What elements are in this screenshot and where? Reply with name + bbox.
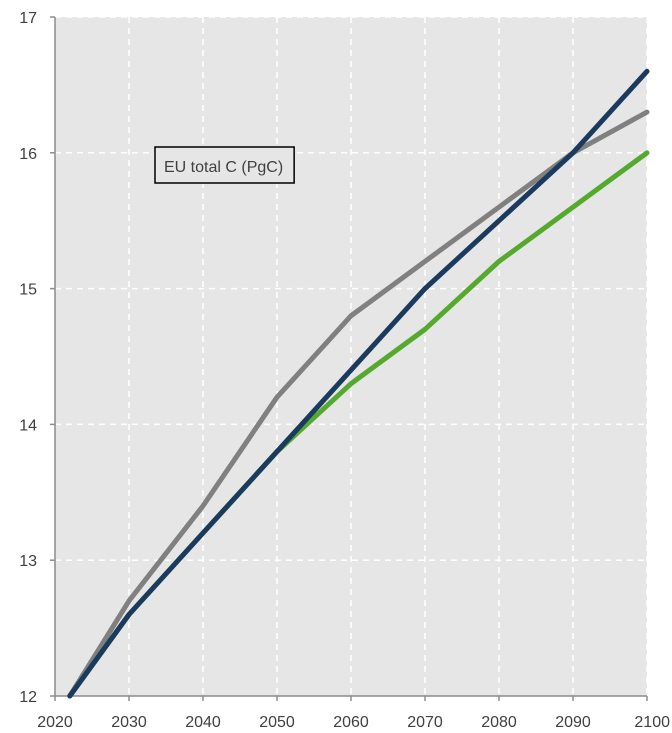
x-tick-label: 2040	[185, 714, 221, 731]
x-tick-label: 2050	[259, 714, 295, 731]
tick-labels: 12 13 14 15 16 17 2020 2030 2040 2050 2060 2070 2080…	[19, 10, 670, 731]
x-tick-label: 2070	[407, 714, 443, 731]
gridlines	[55, 16, 648, 696]
x-tick-label: 2060	[333, 714, 369, 731]
y-tick-label: 14	[19, 417, 37, 434]
y-tick-label: 12	[19, 689, 37, 706]
annotation-box: EU total C (PgC)	[154, 146, 295, 184]
y-tick-label: 13	[19, 553, 37, 570]
series-line-2	[67, 109, 650, 699]
annotation-frame	[154, 146, 295, 184]
y-tick-label: 16	[19, 146, 37, 163]
x-tick-label: 2020	[37, 714, 73, 731]
series-line-3	[67, 68, 650, 699]
x-tick-label: 2080	[481, 714, 517, 731]
x-tick-label: 2090	[555, 714, 591, 731]
x-tick-label: 2030	[111, 714, 147, 731]
axes	[50, 16, 648, 701]
series-lines	[67, 68, 650, 699]
annotation-label: EU total C (PgC)	[164, 159, 283, 176]
y-tick-label: 17	[19, 10, 37, 27]
y-tick-label: 15	[19, 282, 37, 299]
x-tick-label: 2100	[634, 714, 670, 731]
